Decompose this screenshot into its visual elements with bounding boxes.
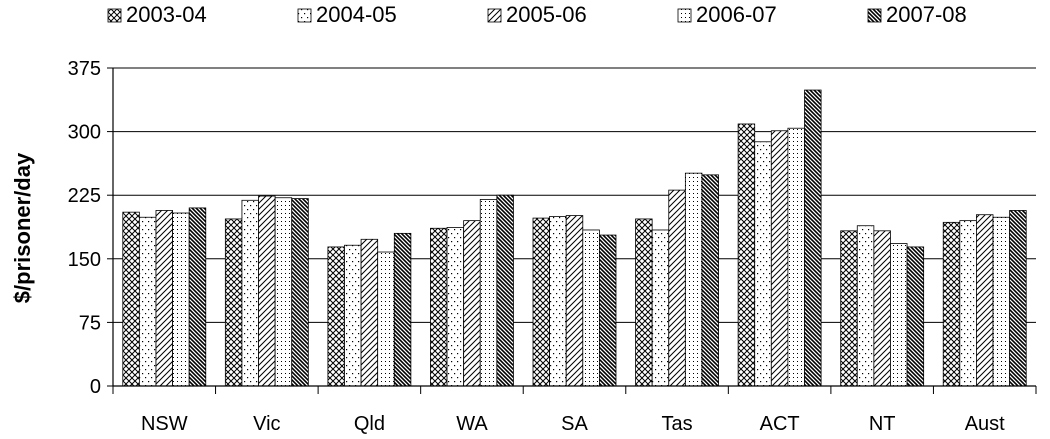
bar-vic-2005-06 [258, 195, 276, 387]
bar-sa-2007-08 [599, 234, 617, 387]
bar-nsw-2004-05 [138, 216, 157, 387]
bar-act-2004-05 [754, 141, 772, 387]
x-tick-label: ACT [760, 413, 800, 435]
legend-swatch [677, 8, 692, 23]
bar-nt-2005-06 [873, 230, 891, 387]
bar-vic-2003-04 [224, 218, 243, 387]
legend-label: 2004-05 [316, 2, 397, 27]
y-tick-label: 375 [68, 58, 101, 80]
legend-label: 2005-06 [506, 2, 587, 27]
legend-label: 2007-08 [886, 2, 967, 27]
bar-vic-2007-08 [291, 198, 309, 387]
legend: 2003-04 2004-05 2005-06 2006-07 2007-08 [107, 2, 967, 27]
y-tick-label: 75 [79, 312, 101, 334]
bar-vic-2006-07 [274, 197, 293, 387]
x-tick-label: Qld [354, 413, 385, 435]
bar-sa-2004-05 [549, 215, 567, 387]
bar-tas-2003-04 [635, 218, 653, 387]
bar-nsw-2007-08 [188, 207, 207, 387]
bar-vic-2004-05 [241, 199, 259, 387]
bar-act-2005-06 [770, 130, 789, 387]
legend-swatch [487, 8, 502, 23]
bar-aust-2006-07 [992, 216, 1011, 387]
bar-aust-2004-05 [959, 220, 977, 387]
bar-nt-2006-07 [890, 243, 908, 387]
bar-nt-2004-05 [856, 225, 875, 387]
bar-wa-2003-04 [430, 227, 448, 387]
bar-wa-2004-05 [446, 227, 465, 387]
x-tick-label: SA [561, 413, 588, 435]
y-tick-label: 300 [68, 122, 101, 144]
bar-act-2006-07 [787, 127, 805, 387]
legend-label: 2003-04 [126, 2, 207, 27]
bar-tas-2006-07 [684, 172, 703, 387]
bar-nsw-2006-07 [172, 212, 190, 387]
bar-wa-2007-08 [496, 194, 514, 387]
bar-sa-2006-07 [582, 229, 600, 387]
bar-sa-2003-04 [532, 217, 551, 387]
bar-aust-2003-04 [942, 221, 961, 387]
bar-aust-2007-08 [1009, 210, 1027, 387]
legend-label: 2006-07 [696, 2, 777, 27]
bar-sa-2005-06 [565, 215, 584, 387]
bar-qld-2007-08 [393, 232, 412, 387]
legend-swatch [297, 8, 312, 23]
bar-nt-2007-08 [906, 246, 925, 387]
bars [122, 89, 1027, 387]
y-tick-label: 225 [68, 185, 101, 207]
x-tick-label: NSW [141, 413, 188, 435]
x-tick-label: Aust [965, 413, 1005, 435]
x-tick-labels: NSW Vic Qld WA SA Tas ACT NT Aust [112, 386, 1037, 435]
x-tick-label: Vic [253, 413, 280, 435]
bar-nt-2003-04 [840, 230, 858, 387]
legend-swatch [107, 8, 122, 23]
y-tick-label: 0 [90, 376, 101, 398]
x-tick-label: WA [456, 413, 488, 435]
y-tick-labels: 0 75 150 225 300 375 [68, 58, 113, 398]
bar-tas-2004-05 [651, 229, 670, 387]
bar-wa-2006-07 [479, 199, 498, 387]
bar-tas-2007-08 [701, 174, 719, 387]
bar-qld-2004-05 [344, 244, 362, 387]
bar-qld-2005-06 [360, 238, 379, 387]
axes [112, 68, 1036, 387]
bar-act-2007-08 [804, 89, 822, 387]
bar-qld-2003-04 [327, 246, 345, 387]
x-tick-label: Tas [661, 413, 692, 435]
y-axis-label: $/prisoner/day [10, 152, 35, 303]
bar-tas-2005-06 [668, 189, 686, 387]
bar-aust-2005-06 [976, 214, 994, 387]
bar-nsw-2003-04 [122, 211, 140, 387]
bar-wa-2005-06 [463, 220, 481, 387]
bar-act-2003-04 [737, 123, 756, 387]
bar-qld-2006-07 [377, 251, 395, 387]
x-tick-label: NT [869, 413, 896, 435]
legend-swatch [867, 8, 882, 23]
bar-nsw-2005-06 [155, 210, 173, 387]
y-tick-label: 150 [68, 249, 101, 271]
